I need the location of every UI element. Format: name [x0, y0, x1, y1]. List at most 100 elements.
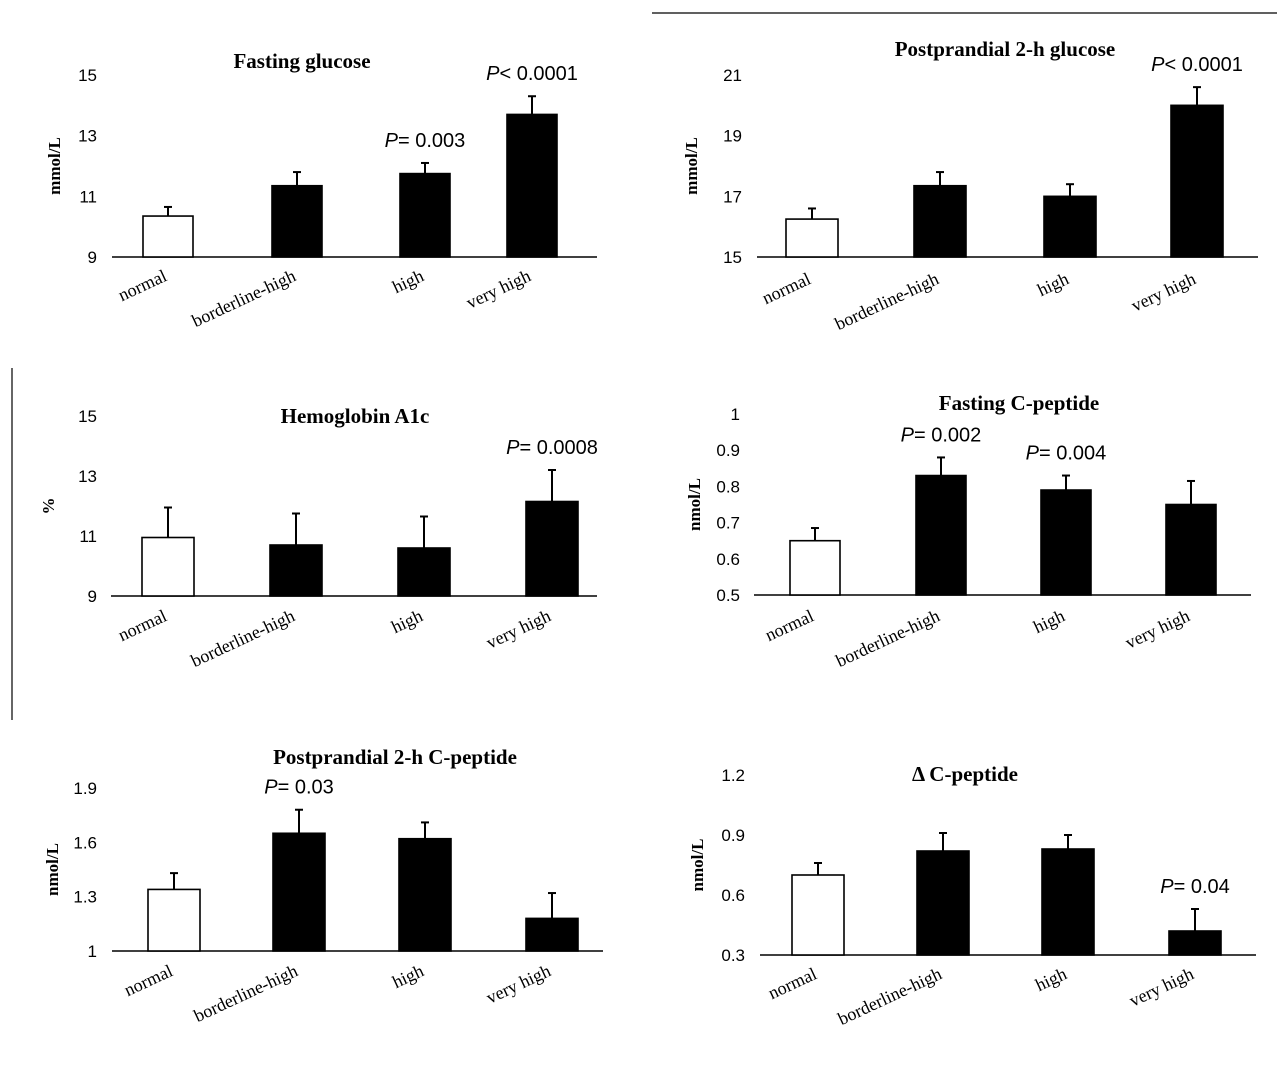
x-category-label: borderline-high	[832, 268, 942, 333]
y-tick-label: 1.9	[73, 779, 97, 798]
bar-borderline-high	[271, 184, 323, 258]
x-category-label: normal	[762, 605, 817, 645]
bar-borderline-high	[916, 850, 970, 956]
y-axis-label: mmol/L	[682, 137, 701, 195]
chart-panel-6: Δ C-peptide nmol/L 0.3 0.6 0.9 1.2 normal borde…	[688, 762, 1256, 1029]
x-category-label: borderline-high	[835, 963, 945, 1028]
bar-high	[398, 837, 452, 952]
y-tick-label: 0.6	[721, 886, 745, 905]
y-tick-label: 1	[88, 942, 97, 961]
chart-panel-2: Postprandial 2-h glucose mmol/L 15 17 19 21 no…	[682, 37, 1258, 334]
y-tick-label: 21	[723, 66, 742, 85]
bar-high	[399, 172, 451, 258]
p-value-label: P= 0.04	[1160, 876, 1230, 898]
y-tick-label: 9	[88, 248, 97, 267]
x-category-label: very high	[483, 605, 554, 652]
x-category-label: very high	[1126, 963, 1197, 1010]
x-category-label: borderline-high	[188, 605, 298, 670]
bar-very-high	[525, 500, 579, 597]
x-category-label: high	[389, 960, 426, 992]
x-category-label: normal	[115, 265, 170, 305]
bar-very-high	[525, 917, 579, 952]
y-tick-label: 13	[78, 127, 97, 146]
y-tick-label: 0.7	[716, 514, 740, 533]
bar-very-high	[1168, 930, 1222, 956]
x-category-label: borderline-high	[191, 960, 301, 1025]
bar-very-high	[1170, 104, 1224, 258]
x-category-label: high	[388, 605, 425, 637]
x-category-label: borderline-high	[189, 265, 299, 330]
x-category-label: normal	[759, 268, 814, 308]
x-category-label: high	[1034, 268, 1071, 300]
chart-title: Hemoglobin A1c	[281, 404, 430, 428]
y-axis-label: nmol/L	[43, 843, 62, 896]
y-tick-label: 1.3	[73, 888, 97, 907]
bar-normal	[142, 215, 194, 258]
chart-panel-3: Hemoglobin A1c% 9 11 13 15 normal borderline-h…	[39, 404, 598, 671]
y-tick-label: 0.3	[721, 946, 745, 965]
y-tick-label: 1	[731, 405, 740, 424]
y-tick-label: 0.8	[716, 477, 740, 496]
y-tick-label: 0.5	[716, 586, 740, 605]
y-axis-label: mmol/L	[45, 137, 64, 195]
x-category-label: borderline-high	[833, 605, 943, 670]
bar-borderline-high	[915, 474, 967, 596]
y-tick-label: 0.9	[721, 826, 745, 845]
x-category-label: very high	[1128, 268, 1199, 315]
p-value-label: P< 0.0001	[1151, 54, 1243, 76]
chart-panel-5: Postprandial 2-h C-peptide nmol/L 1 1.3 1.6 1…	[43, 745, 603, 1026]
bar-normal	[791, 874, 845, 956]
bar-normal	[147, 888, 201, 952]
bar-borderline-high	[269, 544, 323, 597]
chart-panel-4: Fasting C-peptide nmol/L 0.5 0.6 0.7 0.8 0.9 1 n…	[685, 391, 1251, 671]
bar-normal	[789, 539, 841, 596]
y-tick-label: 9	[88, 587, 97, 606]
x-category-label: very high	[463, 265, 534, 312]
x-category-label: high	[1030, 605, 1067, 637]
y-tick-label: 1.2	[721, 766, 745, 785]
x-category-label: very high	[483, 960, 554, 1007]
bar-high	[1043, 195, 1097, 258]
y-tick-label: 19	[723, 127, 742, 146]
bar-high	[1040, 489, 1092, 596]
chart-panel-1: Fasting glucose mmol/L 9 11 13 15 normal border…	[45, 49, 597, 331]
bar-high	[397, 547, 451, 597]
p-value-label: P= 0.002	[901, 424, 982, 446]
bar-borderline-high	[913, 184, 967, 258]
chart-title: Fasting glucose	[233, 49, 370, 73]
y-tick-label: 13	[78, 467, 97, 486]
p-value-label: P= 0.0008	[506, 437, 598, 459]
bar-high	[1041, 848, 1095, 956]
chart-title: Δ C-peptide	[912, 762, 1018, 786]
x-category-label: normal	[115, 605, 170, 645]
y-tick-label: 15	[723, 248, 742, 267]
bar-very-high	[1165, 503, 1217, 596]
bar-very-high	[506, 113, 558, 258]
p-value-label: P= 0.004	[1026, 443, 1107, 465]
p-value-label: P= 0.03	[264, 777, 334, 799]
x-category-label: high	[1032, 963, 1069, 995]
chart-title: Fasting C-peptide	[939, 391, 1099, 415]
y-tick-label: 15	[78, 407, 97, 426]
y-tick-label: 0.9	[716, 441, 740, 460]
y-tick-label: 0.6	[716, 550, 740, 569]
y-tick-label: 11	[79, 187, 97, 206]
bar-borderline-high	[272, 832, 326, 952]
p-value-label: P< 0.0001	[486, 63, 578, 85]
bar-normal	[785, 218, 839, 258]
x-category-label: normal	[121, 960, 176, 1000]
p-value-label: P= 0.003	[385, 130, 466, 152]
y-tick-label: 17	[723, 187, 742, 206]
y-tick-label: 15	[78, 66, 97, 85]
x-category-label: normal	[765, 963, 820, 1003]
y-tick-label: 11	[79, 527, 97, 546]
chart-title: Postprandial 2-h glucose	[895, 37, 1116, 61]
x-category-label: high	[389, 265, 426, 297]
y-axis-label: nmol/L	[685, 478, 704, 531]
y-tick-label: 1.6	[73, 833, 97, 852]
chart-title: Postprandial 2-h C-peptide	[273, 745, 517, 769]
y-axis-label: nmol/L	[688, 839, 707, 892]
bar-normal	[141, 536, 195, 597]
y-axis-label: %	[39, 498, 58, 515]
